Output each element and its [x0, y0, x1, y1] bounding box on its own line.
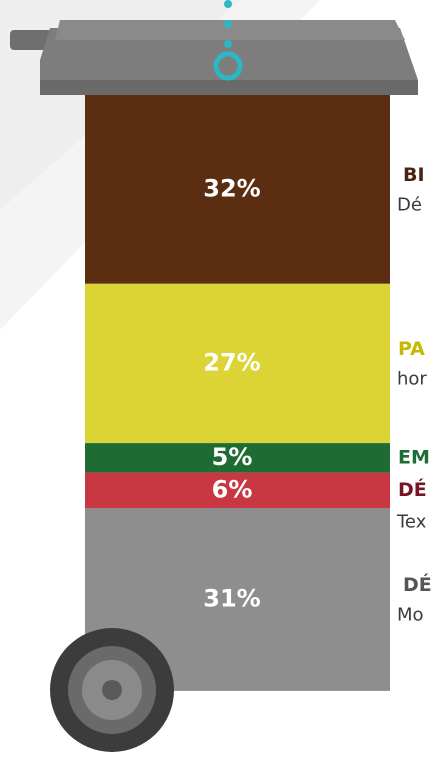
bin-segment: [85, 443, 390, 473]
legend-name: DÉ: [403, 573, 432, 596]
legend-name: EM: [398, 446, 430, 468]
bin-segment: [85, 95, 390, 284]
percent-label: 32%: [203, 174, 260, 202]
legend-description: hor: [397, 368, 427, 389]
bin-segment: [85, 283, 390, 444]
wheel: [50, 628, 174, 752]
legend-description: Mo: [397, 604, 424, 625]
legend-name: DÉ: [398, 478, 427, 501]
percent-label: 5%: [212, 443, 253, 471]
percent-label: 6%: [212, 475, 253, 503]
legend-name: BI: [403, 164, 425, 186]
legend-description: Tex: [396, 511, 427, 532]
legend-name: PA: [398, 338, 425, 360]
percent-label: 31%: [203, 584, 260, 612]
bin-lid: [10, 20, 418, 95]
sensor: [213, 0, 243, 81]
percent-label: 27%: [203, 348, 260, 376]
legend-description: Dé: [397, 194, 422, 215]
bin-segment: [85, 472, 390, 508]
